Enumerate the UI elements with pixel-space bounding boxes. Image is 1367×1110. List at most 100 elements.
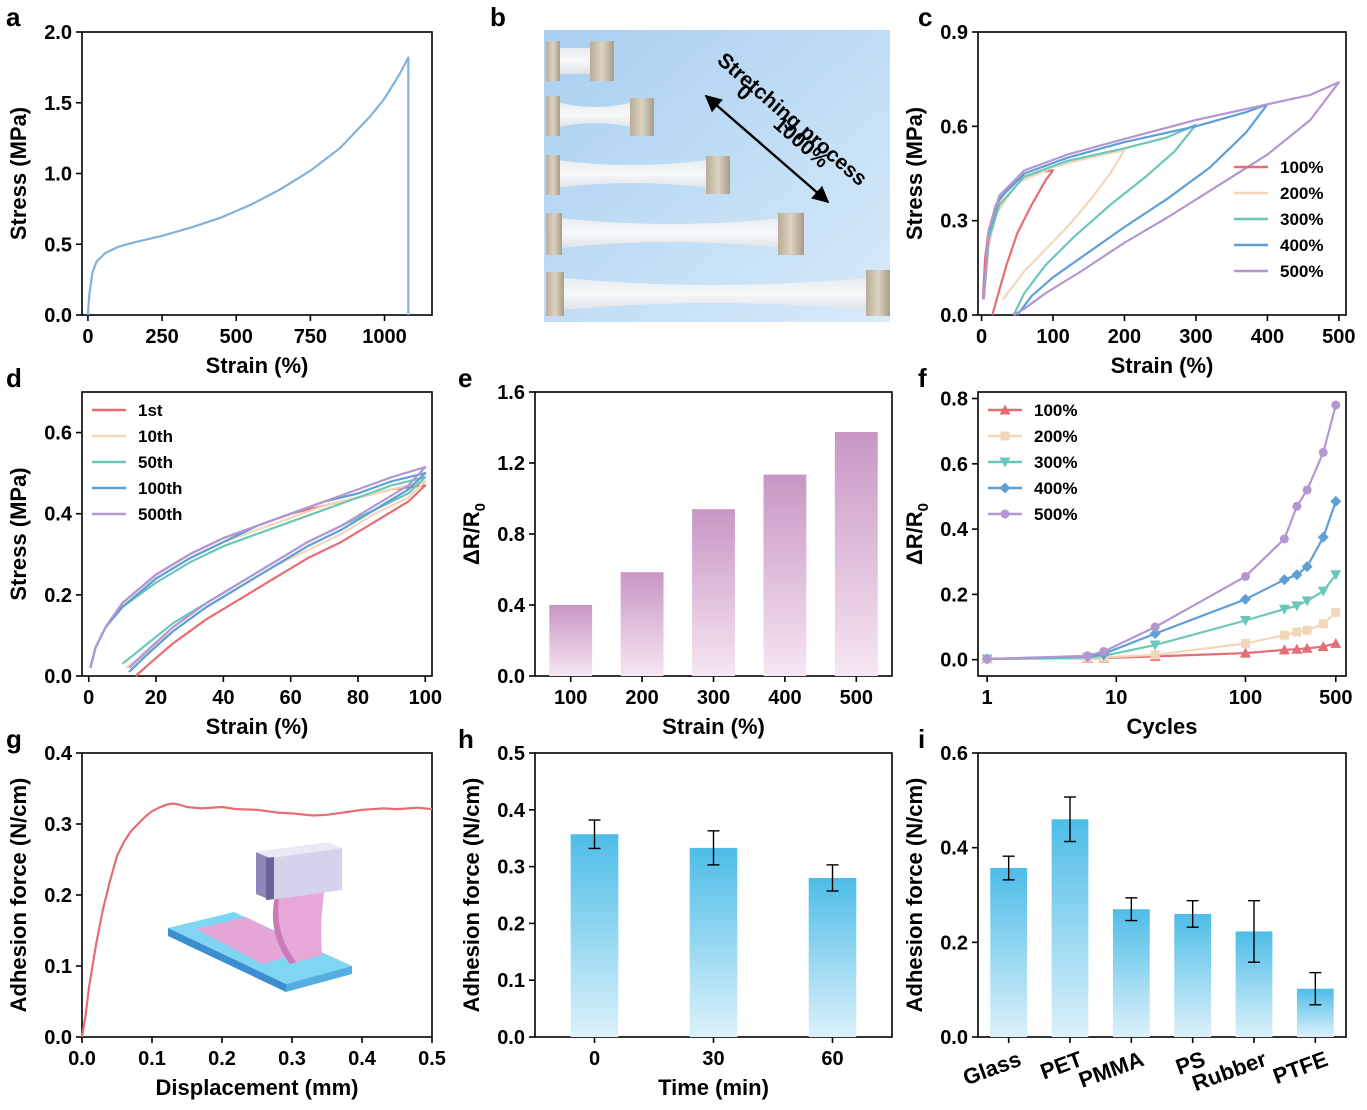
clamp-slot — [266, 857, 274, 900]
x-tick-label: 300 — [1179, 326, 1212, 348]
series-line — [987, 404, 1337, 661]
y-axis-label: Adhesion force (N/cm) — [6, 778, 31, 1013]
data-point — [1149, 640, 1161, 651]
panel-label-a: a — [6, 2, 21, 32]
data-point — [1330, 637, 1342, 648]
plot-frame — [81, 391, 433, 677]
data-point — [1301, 561, 1313, 573]
bar — [808, 877, 857, 1037]
y-tick-label: 0.2 — [44, 885, 72, 907]
y-axis-label-text: Adhesion force (N/cm) — [902, 778, 927, 1013]
film-strip — [556, 102, 634, 128]
peel-test-illustration — [168, 842, 352, 992]
y-tick-label: 0.0 — [44, 305, 72, 327]
y-axis-label: Stress (MPa) — [6, 467, 31, 600]
y-tick-label: 0.3 — [940, 211, 968, 233]
stretching-photo: Stretching process 0 1000% — [544, 30, 890, 322]
legend-label: 10th — [138, 427, 173, 446]
data-point — [1239, 616, 1251, 627]
x-axis-label: Strain (%) — [662, 714, 765, 739]
data-point — [1291, 601, 1303, 612]
x-tick-label: 60 — [280, 687, 302, 709]
y-tick-label: 0.3 — [44, 814, 72, 836]
y-tick-label: 0.0 — [940, 1027, 968, 1049]
data-point — [1292, 501, 1302, 511]
x-tick-label: 500 — [840, 687, 873, 709]
x-tick-label: 0 — [589, 1048, 600, 1070]
bar — [620, 572, 664, 676]
legend-marker — [999, 482, 1011, 494]
panel-label-h: h — [458, 724, 474, 754]
bar — [1174, 913, 1212, 1037]
y-tick-label: 0.0 — [940, 305, 968, 327]
data-point — [1317, 586, 1329, 597]
x-tick-label: 0.0 — [68, 1048, 96, 1070]
clamp — [546, 272, 564, 316]
clamp-top — [256, 842, 342, 858]
y-tick-label: 1.5 — [44, 93, 72, 115]
clamp — [546, 41, 560, 81]
panel-label-d: d — [6, 363, 22, 393]
x-tick-label: 0.3 — [278, 1048, 306, 1070]
clamp — [546, 96, 560, 136]
y-axis-label: Adhesion force (N/cm) — [459, 778, 484, 1013]
y-tick-label: 0.8 — [497, 524, 525, 546]
data-point — [1330, 570, 1342, 581]
x-tick-label: 400 — [1251, 326, 1284, 348]
adhesion-time-bar-chart: Time (min) Adhesion force (N/cm) 0.0 0.1 0.2… — [459, 743, 893, 1100]
x-tick-label: 0 — [976, 326, 987, 348]
data-point — [1291, 569, 1303, 581]
data-point — [1331, 607, 1341, 617]
panel-label-g: g — [6, 724, 22, 754]
bar — [570, 834, 619, 1037]
clamp — [778, 213, 804, 255]
legend-label: 500% — [1280, 262, 1323, 281]
y-axis-label: Stress (MPa) — [6, 107, 31, 240]
y-tick-label: 0.0 — [497, 666, 525, 688]
x-tick-label: 30 — [702, 1048, 724, 1070]
panel-label-e: e — [458, 363, 472, 393]
plot-frame — [977, 752, 1347, 1038]
x-tick-label: 500 — [1322, 326, 1355, 348]
y-tick-label: 1.2 — [497, 453, 525, 475]
x-tick-label: 100 — [554, 687, 587, 709]
peeled-film — [272, 880, 326, 964]
series-line — [982, 123, 1198, 316]
y-tick-label: 0.3 — [497, 857, 525, 879]
data-point — [1301, 642, 1313, 653]
panel-label-f: f — [918, 363, 927, 393]
data-point — [1331, 400, 1341, 410]
y-tick-label: 0.5 — [497, 743, 525, 765]
data-point — [982, 654, 992, 664]
data-point — [1150, 650, 1160, 660]
x-tick-label: 500 — [1319, 687, 1352, 709]
bar — [1051, 819, 1089, 1037]
x-tick-label: 10 — [1105, 687, 1127, 709]
y-tick-label: 0.0 — [44, 1027, 72, 1049]
substrate-side — [168, 928, 286, 992]
data-point — [1301, 596, 1313, 607]
y-axis-label: Adhesion force (N/cm) — [902, 778, 927, 1013]
y-axis-label-text: ΔR/R — [902, 511, 927, 565]
x-tick-label: Glass — [960, 1046, 1025, 1090]
data-point — [1302, 625, 1312, 635]
x-tick-label: 0.2 — [208, 1048, 236, 1070]
legend-label: 200% — [1280, 184, 1323, 203]
clamp — [590, 41, 614, 81]
y-tick-label: 1.0 — [44, 164, 72, 186]
y-axis-label: ΔR/R0 — [459, 503, 489, 565]
series-line — [987, 501, 1337, 661]
data-point — [1330, 495, 1342, 507]
legend-label: 100% — [1034, 401, 1077, 420]
legend-label: 500% — [1034, 505, 1077, 524]
x-axis-label: Cycles — [1127, 714, 1198, 739]
y-axis-label-text: Adhesion force (N/cm) — [6, 778, 31, 1013]
legend-label: 1st — [138, 401, 163, 420]
legend-label: 400% — [1034, 479, 1077, 498]
bar — [990, 868, 1028, 1037]
y-tick-label: 0.4 — [940, 838, 969, 860]
y-tick-label: 0.2 — [940, 584, 968, 606]
x-tick-label: PTFE — [1270, 1046, 1331, 1089]
series-line — [982, 103, 1269, 316]
x-tick-label: 0 — [82, 326, 93, 348]
